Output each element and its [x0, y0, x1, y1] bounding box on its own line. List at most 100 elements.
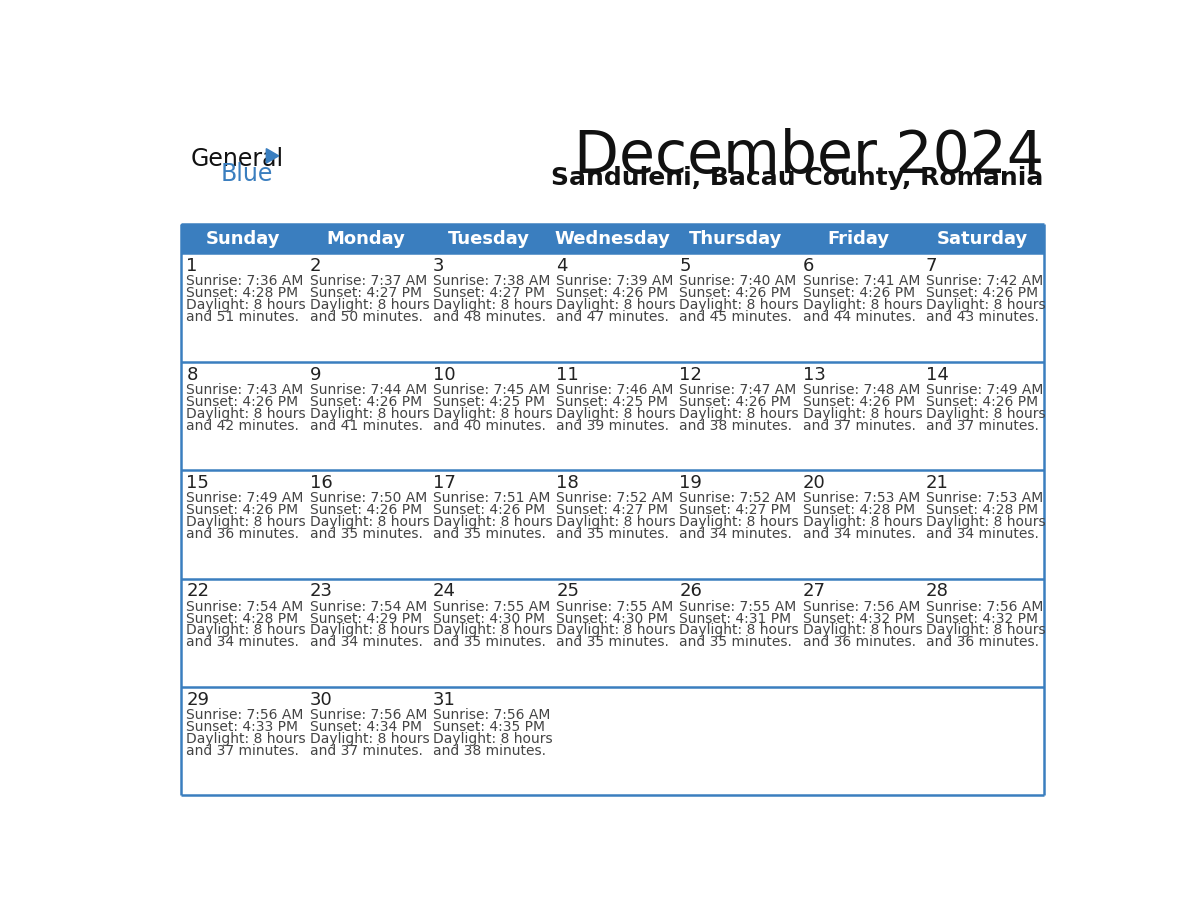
Text: Sunrise: 7:42 AM: Sunrise: 7:42 AM [925, 274, 1043, 288]
Text: Daylight: 8 hours: Daylight: 8 hours [925, 298, 1045, 312]
Text: and 35 minutes.: and 35 minutes. [310, 527, 423, 541]
Text: 22: 22 [187, 583, 209, 600]
Text: Sunrise: 7:54 AM: Sunrise: 7:54 AM [310, 599, 426, 613]
Text: Sunset: 4:26 PM: Sunset: 4:26 PM [432, 503, 545, 517]
Text: Sunset: 4:28 PM: Sunset: 4:28 PM [187, 286, 298, 300]
Text: 11: 11 [556, 365, 579, 384]
Text: December 2024: December 2024 [574, 128, 1043, 185]
Text: 18: 18 [556, 474, 579, 492]
Text: Sunrise: 7:56 AM: Sunrise: 7:56 AM [187, 708, 304, 722]
Text: General: General [191, 147, 284, 171]
Text: Daylight: 8 hours: Daylight: 8 hours [925, 515, 1045, 529]
Text: and 37 minutes.: and 37 minutes. [925, 419, 1038, 432]
Text: Sunset: 4:26 PM: Sunset: 4:26 PM [310, 503, 422, 517]
Text: Sunrise: 7:43 AM: Sunrise: 7:43 AM [187, 383, 304, 397]
Text: Sunrise: 7:41 AM: Sunrise: 7:41 AM [803, 274, 920, 288]
Text: 24: 24 [432, 583, 456, 600]
Text: Sunrise: 7:50 AM: Sunrise: 7:50 AM [310, 491, 426, 505]
Text: Daylight: 8 hours: Daylight: 8 hours [310, 407, 429, 420]
Text: Sunset: 4:26 PM: Sunset: 4:26 PM [925, 395, 1038, 409]
Text: 10: 10 [432, 365, 455, 384]
Text: 16: 16 [310, 474, 333, 492]
Text: Daylight: 8 hours: Daylight: 8 hours [803, 298, 922, 312]
Text: Daylight: 8 hours: Daylight: 8 hours [187, 407, 307, 420]
Text: Daylight: 8 hours: Daylight: 8 hours [925, 407, 1045, 420]
Text: 4: 4 [556, 257, 568, 275]
Text: and 37 minutes.: and 37 minutes. [187, 744, 299, 757]
Text: Sunrise: 7:38 AM: Sunrise: 7:38 AM [432, 274, 550, 288]
Text: Daylight: 8 hours: Daylight: 8 hours [187, 732, 307, 745]
Text: and 40 minutes.: and 40 minutes. [432, 419, 545, 432]
Text: Daylight: 8 hours: Daylight: 8 hours [556, 515, 676, 529]
Text: 17: 17 [432, 474, 456, 492]
Text: and 35 minutes.: and 35 minutes. [432, 635, 545, 649]
Text: Sunrise: 7:54 AM: Sunrise: 7:54 AM [187, 599, 304, 613]
Text: and 37 minutes.: and 37 minutes. [803, 419, 916, 432]
Text: and 44 minutes.: and 44 minutes. [803, 310, 916, 324]
Text: Monday: Monday [327, 230, 405, 248]
Bar [181, 362, 1043, 470]
Text: and 45 minutes.: and 45 minutes. [680, 310, 792, 324]
Text: and 36 minutes.: and 36 minutes. [803, 635, 916, 649]
Text: Sunrise: 7:53 AM: Sunrise: 7:53 AM [925, 491, 1043, 505]
Text: Sunset: 4:26 PM: Sunset: 4:26 PM [680, 395, 791, 409]
Text: Daylight: 8 hours: Daylight: 8 hours [803, 623, 922, 637]
Text: 6: 6 [803, 257, 814, 275]
Text: 29: 29 [187, 691, 209, 709]
Text: 2: 2 [310, 257, 321, 275]
Text: Sunset: 4:28 PM: Sunset: 4:28 PM [925, 503, 1038, 517]
Text: Sunset: 4:32 PM: Sunset: 4:32 PM [803, 611, 915, 625]
Text: 7: 7 [925, 257, 937, 275]
Text: Daylight: 8 hours: Daylight: 8 hours [310, 298, 429, 312]
Text: Daylight: 8 hours: Daylight: 8 hours [556, 407, 676, 420]
Text: Daylight: 8 hours: Daylight: 8 hours [310, 515, 429, 529]
Text: 12: 12 [680, 365, 702, 384]
Text: Daylight: 8 hours: Daylight: 8 hours [432, 298, 552, 312]
Text: Saturday: Saturday [936, 230, 1028, 248]
Text: Sunset: 4:26 PM: Sunset: 4:26 PM [925, 286, 1038, 300]
Text: and 36 minutes.: and 36 minutes. [925, 635, 1038, 649]
Text: Sunset: 4:26 PM: Sunset: 4:26 PM [803, 286, 915, 300]
Text: Tuesday: Tuesday [448, 230, 530, 248]
Text: Sunrise: 7:53 AM: Sunrise: 7:53 AM [803, 491, 920, 505]
Text: Sunrise: 7:56 AM: Sunrise: 7:56 AM [432, 708, 550, 722]
Text: Sunset: 4:26 PM: Sunset: 4:26 PM [803, 395, 915, 409]
Text: and 34 minutes.: and 34 minutes. [803, 527, 916, 541]
Bar [181, 224, 1043, 253]
Text: Daylight: 8 hours: Daylight: 8 hours [680, 515, 800, 529]
Text: 25: 25 [556, 583, 580, 600]
Text: Sunset: 4:27 PM: Sunset: 4:27 PM [310, 286, 422, 300]
Text: Wednesday: Wednesday [555, 230, 670, 248]
Text: Sunrise: 7:51 AM: Sunrise: 7:51 AM [432, 491, 550, 505]
Text: Sunset: 4:26 PM: Sunset: 4:26 PM [187, 395, 298, 409]
Text: Sunset: 4:27 PM: Sunset: 4:27 PM [556, 503, 668, 517]
Text: and 35 minutes.: and 35 minutes. [556, 527, 669, 541]
Text: Sunrise: 7:48 AM: Sunrise: 7:48 AM [803, 383, 920, 397]
Text: Daylight: 8 hours: Daylight: 8 hours [432, 515, 552, 529]
Text: and 51 minutes.: and 51 minutes. [187, 310, 299, 324]
Text: Sunset: 4:26 PM: Sunset: 4:26 PM [680, 286, 791, 300]
Text: and 50 minutes.: and 50 minutes. [310, 310, 423, 324]
Text: Sunrise: 7:39 AM: Sunrise: 7:39 AM [556, 274, 674, 288]
Text: and 34 minutes.: and 34 minutes. [310, 635, 423, 649]
Text: Daylight: 8 hours: Daylight: 8 hours [310, 623, 429, 637]
Text: 26: 26 [680, 583, 702, 600]
Text: and 37 minutes.: and 37 minutes. [310, 744, 423, 757]
Text: Sunset: 4:33 PM: Sunset: 4:33 PM [187, 720, 298, 733]
Text: and 34 minutes.: and 34 minutes. [187, 635, 299, 649]
Text: Sunset: 4:28 PM: Sunset: 4:28 PM [803, 503, 915, 517]
Text: Daylight: 8 hours: Daylight: 8 hours [556, 623, 676, 637]
Text: Daylight: 8 hours: Daylight: 8 hours [680, 623, 800, 637]
Text: Daylight: 8 hours: Daylight: 8 hours [310, 732, 429, 745]
Text: and 43 minutes.: and 43 minutes. [925, 310, 1038, 324]
Text: Sunset: 4:32 PM: Sunset: 4:32 PM [925, 611, 1038, 625]
Text: Daylight: 8 hours: Daylight: 8 hours [432, 623, 552, 637]
Text: and 39 minutes.: and 39 minutes. [556, 419, 669, 432]
Text: Daylight: 8 hours: Daylight: 8 hours [680, 407, 800, 420]
Text: Friday: Friday [828, 230, 890, 248]
Text: and 36 minutes.: and 36 minutes. [187, 527, 299, 541]
Text: and 38 minutes.: and 38 minutes. [680, 419, 792, 432]
Text: Sunset: 4:25 PM: Sunset: 4:25 PM [432, 395, 545, 409]
Text: 14: 14 [925, 365, 949, 384]
Text: Sunset: 4:26 PM: Sunset: 4:26 PM [556, 286, 669, 300]
